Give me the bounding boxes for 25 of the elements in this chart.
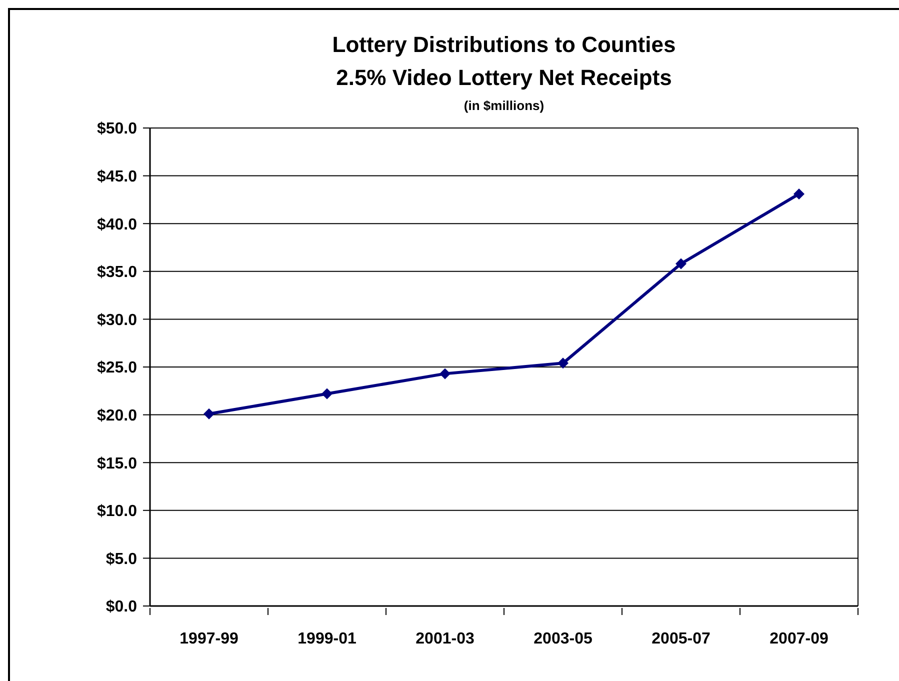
point	[440, 368, 450, 380]
point	[204, 408, 214, 420]
x-tick-label: 2005-07	[652, 630, 710, 648]
chart-subtitle: (in $millions)	[462, 97, 546, 115]
y-tick-label: $5.0	[106, 550, 138, 568]
y-tick-label: $0.0	[106, 598, 138, 616]
y-tick-label: $25.0	[96, 360, 138, 377]
x-tick-label: 2007-09	[770, 630, 828, 648]
y-tick-label: $10.0	[96, 503, 138, 520]
x-tick-label: 2003-05	[534, 630, 592, 648]
y-tick-label: $40.0	[96, 216, 138, 234]
point	[558, 358, 568, 369]
point	[676, 258, 686, 270]
y-tick-label: $50.0	[96, 120, 138, 138]
y-tick-label: $20.0	[96, 407, 138, 424]
y-tick-label: $30.0	[96, 312, 138, 329]
y-tick-label: $15.0	[96, 455, 138, 472]
y-tick-label: $45.0	[96, 168, 138, 186]
chart-title: Lottery Distributions to Counties 2.5% Video Lottery Net Receipts	[331, 31, 677, 92]
x-tick-label: 1999-01	[298, 630, 356, 648]
point	[794, 188, 804, 200]
x-tick-label: 2001-03	[416, 630, 474, 648]
point	[322, 388, 332, 400]
y-tick-label: $35.0	[96, 264, 138, 282]
x-tick-label: 1997-99	[180, 630, 238, 648]
